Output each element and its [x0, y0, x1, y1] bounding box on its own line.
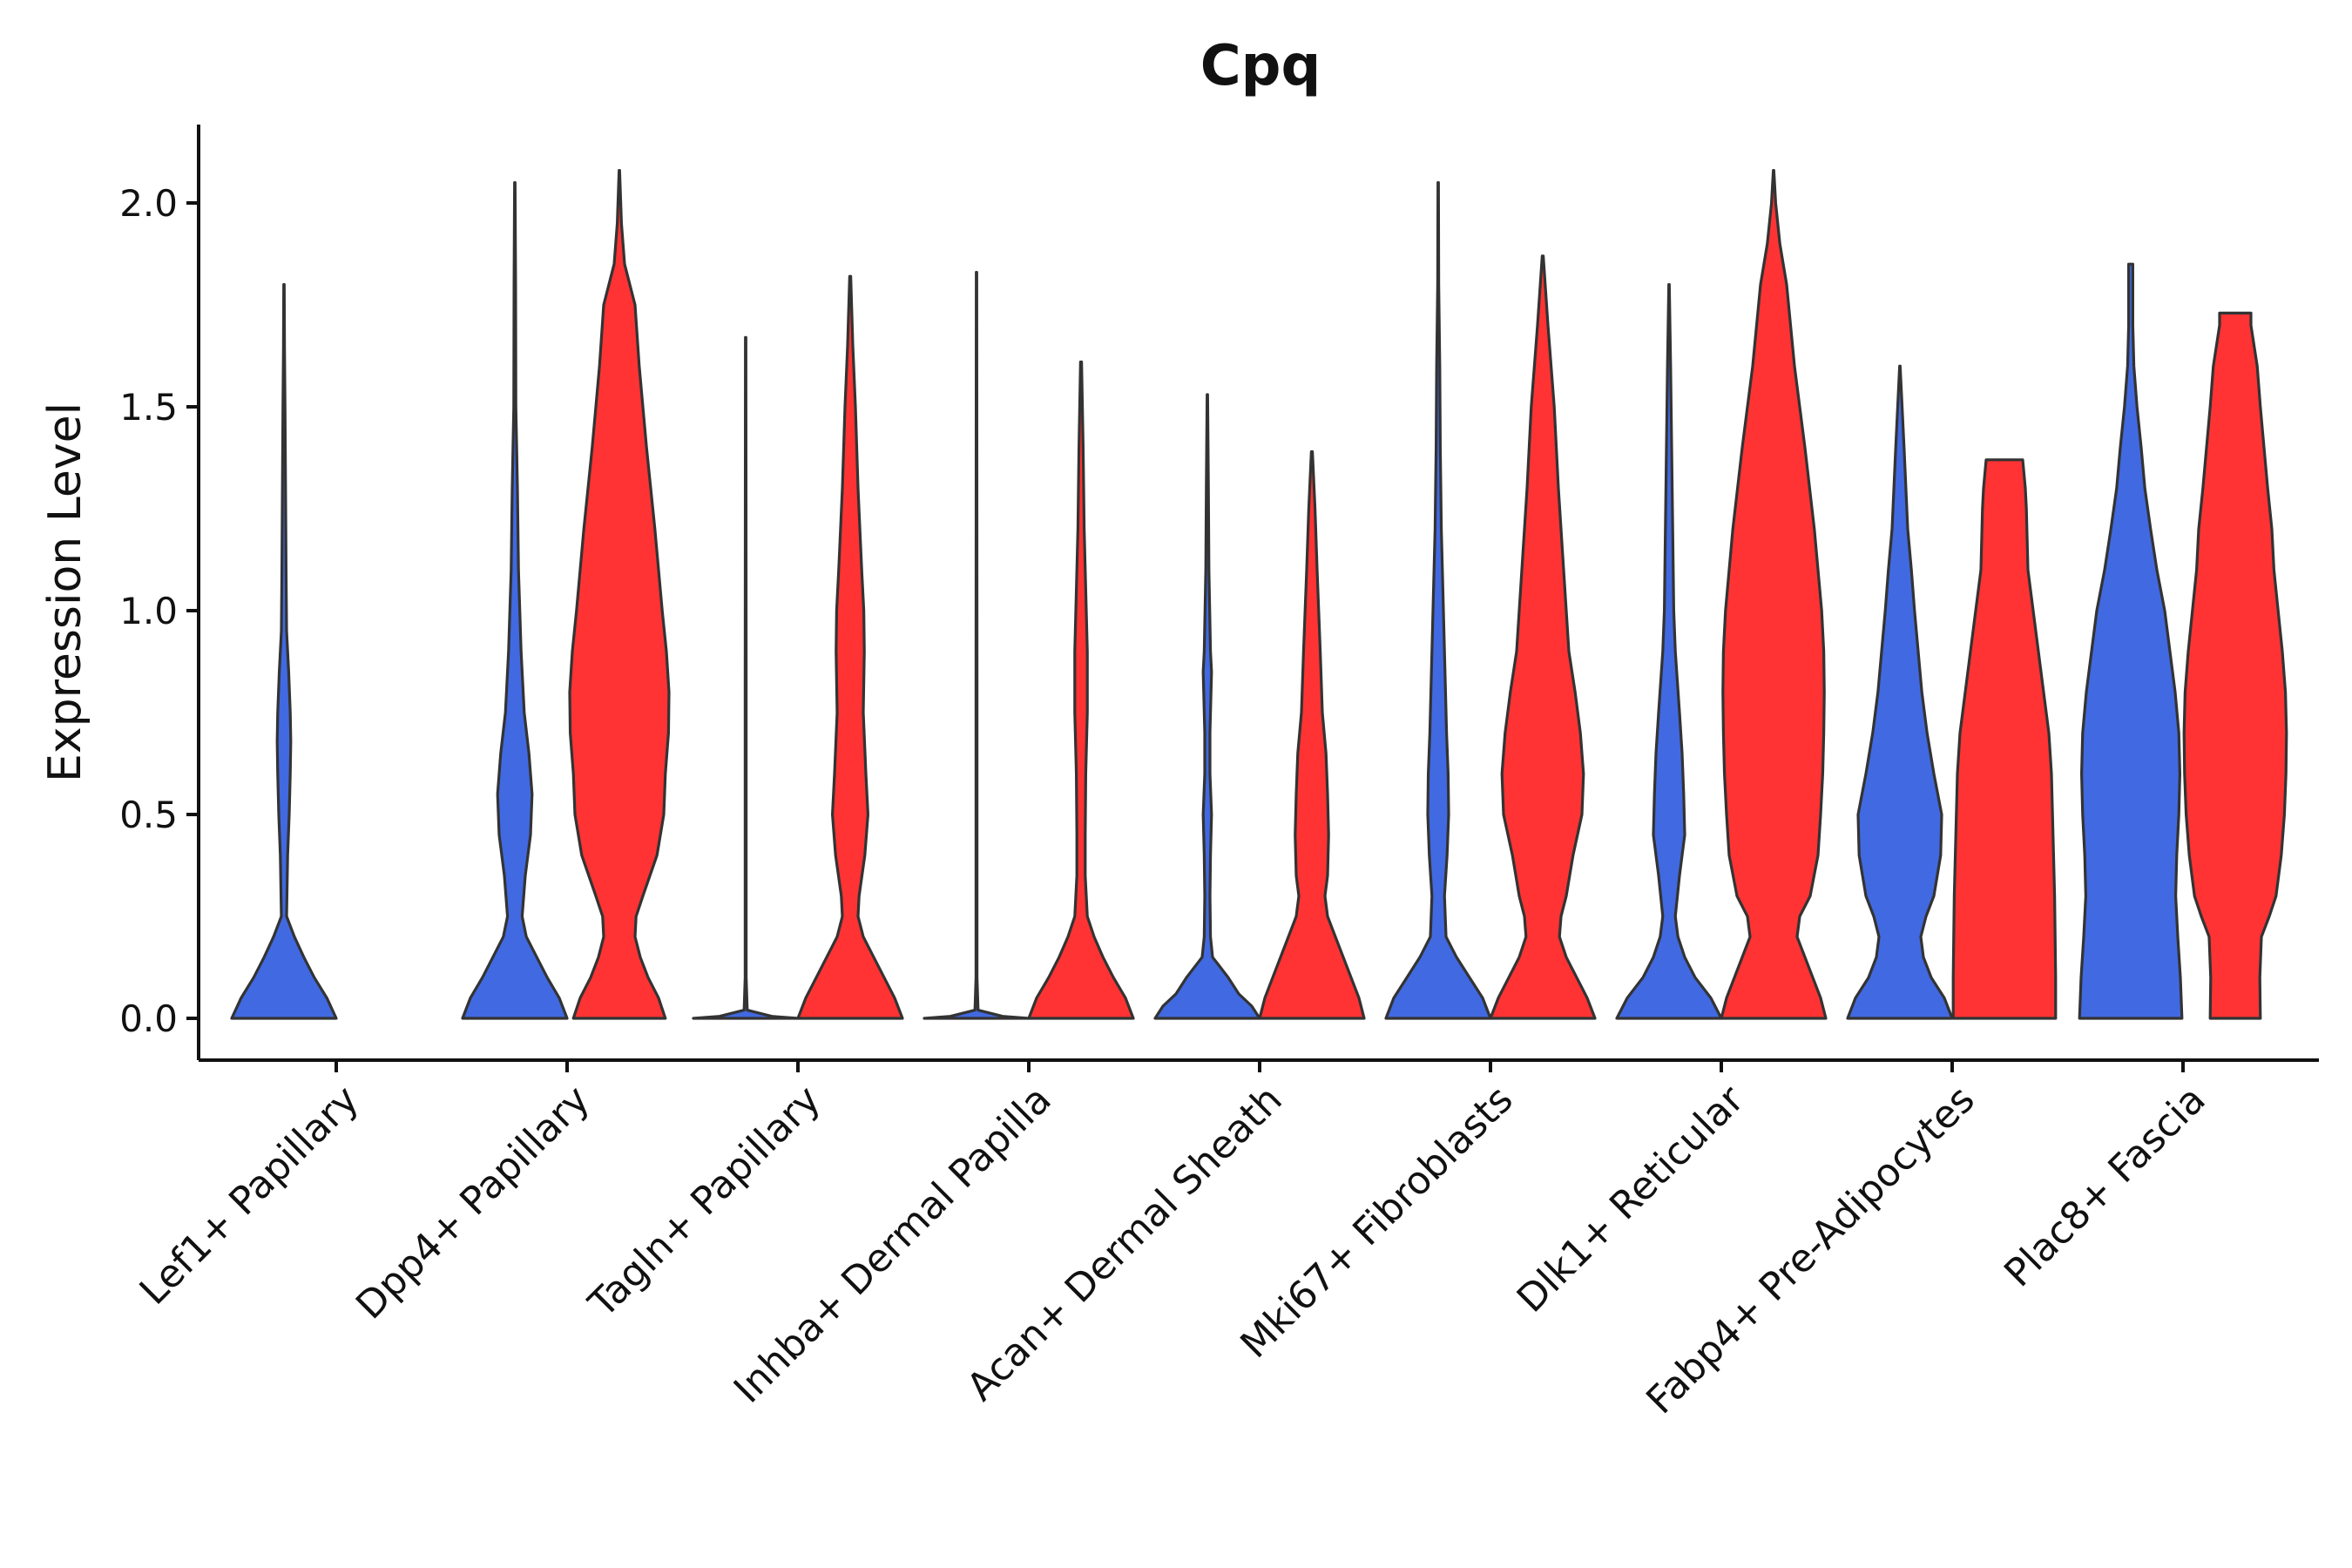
- violin-group-2-3: [1027, 360, 1135, 1020]
- violin-group-1-6: [1615, 283, 1723, 1020]
- x-tick-label: Lef1+ Papillary: [132, 1078, 368, 1314]
- violin-group-1-3: [923, 271, 1031, 1020]
- violin-group-1-2: [692, 335, 800, 1020]
- violin-group-1-8: [2078, 262, 2184, 1020]
- violin-group-1-5: [1384, 181, 1492, 1020]
- x-tick-label: Dpp4+ Papillary: [348, 1078, 598, 1328]
- x-tick-label: Plac8+ Fascia: [1996, 1078, 2214, 1296]
- violin-group-2-7: [1951, 458, 2058, 1020]
- violins-group: [230, 169, 2288, 1020]
- y-tick-label: 2.0: [119, 182, 178, 225]
- y-tick-label: 0.0: [119, 997, 178, 1040]
- violin-group-1-7: [1846, 364, 1954, 1020]
- violin-group-1-4: [1153, 393, 1261, 1020]
- violin-group-2-2: [796, 274, 904, 1020]
- violin-group-2-1: [568, 169, 671, 1020]
- y-tick-label: 1.0: [119, 590, 178, 632]
- violin-group-2-8: [2182, 311, 2288, 1020]
- y-axis-label: Expression Level: [39, 402, 91, 782]
- chart-title: Cpq: [1200, 34, 1321, 98]
- violin-group-2-4: [1258, 449, 1366, 1020]
- violin-group-1-1: [461, 181, 569, 1020]
- y-tick-label: 1.5: [119, 386, 178, 429]
- y-tick-labels: 0.0 0.5 1.0 1.5 2.0: [119, 182, 199, 1040]
- violin-group-2-5: [1489, 254, 1597, 1020]
- y-tick-label: 0.5: [119, 794, 178, 836]
- violin-group-1-0: [230, 283, 338, 1020]
- x-tick-label: Tagln+ Papillary: [580, 1078, 829, 1327]
- x-tick-label: Dlk1+ Reticular: [1509, 1077, 1754, 1321]
- violin-group-2-6: [1720, 169, 1828, 1020]
